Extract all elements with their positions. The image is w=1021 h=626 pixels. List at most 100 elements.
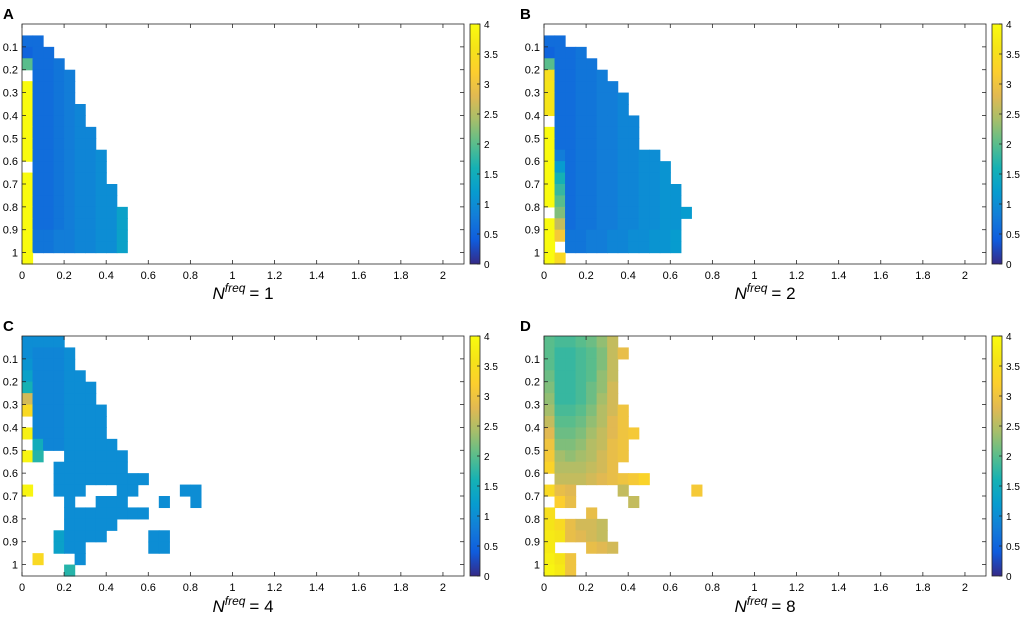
heatmap-cell (617, 450, 629, 463)
heatmap-cell (158, 496, 170, 509)
x-tick-label: 0 (19, 582, 25, 594)
heatmap-cell (586, 69, 598, 82)
heatmap-cell (575, 347, 587, 360)
heatmap-cell (607, 115, 619, 128)
heatmap-cell (64, 69, 76, 82)
panel-D: D 0 0.2 0.4 0.6 0.8 1 1.2 1.4 1.6 1.8 2 0.1 0.2 0.3 0.4… (520, 318, 1020, 616)
heatmap-cell (544, 69, 556, 82)
x-tick-label: 0.8 (705, 582, 720, 594)
heatmap-cell (607, 104, 619, 117)
heatmap-cell (22, 138, 34, 151)
heatmap-cell (596, 184, 608, 197)
heatmap-cell (544, 370, 556, 383)
heatmap-cell (43, 438, 55, 451)
heatmap-cell (554, 195, 566, 208)
heatmap-cell (565, 336, 577, 349)
heatmap-cell (544, 336, 556, 349)
colorbar-tick-label: 1 (484, 512, 490, 523)
x-tick-label: 1 (751, 270, 757, 282)
heatmap-cell (586, 347, 598, 360)
colorbar-tick-label: 3.5 (1006, 50, 1020, 61)
heatmap-cell (74, 218, 86, 231)
heatmap-cell (127, 484, 139, 497)
heatmap-cell (565, 46, 577, 59)
heatmap-cell (43, 336, 55, 349)
heatmap-cell (617, 149, 629, 162)
y-tick-label: 0.2 (525, 65, 540, 77)
heatmap-cell (586, 518, 598, 531)
colorbar-tick-label: 2.5 (1006, 110, 1020, 121)
heatmap-cell (554, 336, 566, 349)
heatmap-cell (554, 46, 566, 59)
heatmap-cell (638, 161, 650, 174)
heatmap-cell (638, 473, 650, 486)
heatmap-cell (586, 104, 598, 117)
x-axis-label-base: N (734, 284, 747, 303)
heatmap-cell (22, 126, 34, 139)
heatmap-cell (586, 370, 598, 383)
heatmap-cell (64, 195, 76, 208)
heatmap-cell (565, 149, 577, 162)
heatmap-cell (74, 126, 86, 139)
heatmap-cell (64, 229, 76, 242)
heatmap-cell (586, 416, 598, 429)
x-axis-label: Nfreq = 8 (734, 594, 795, 616)
colorbar-tick-label: 0.5 (1006, 230, 1020, 241)
y-tick-label: 0.7 (525, 179, 540, 191)
heatmap-cell (22, 184, 34, 197)
heatmap-cell (638, 218, 650, 231)
heatmap-cell (596, 347, 608, 360)
heatmap-cell (565, 126, 577, 139)
heatmap-cell (565, 416, 577, 429)
heatmap-cell (32, 416, 44, 429)
heatmap-cell (565, 195, 577, 208)
heatmap-cell (670, 195, 682, 208)
y-tick-label: 0.2 (3, 65, 18, 77)
x-axis-label-superscript: freq (225, 594, 246, 608)
colorbar-tick-label: 2 (484, 140, 490, 151)
y-tick-label: 0.8 (3, 202, 18, 214)
heatmap-cell (43, 229, 55, 242)
heatmap-cell (22, 115, 34, 128)
heatmap-cell (43, 92, 55, 105)
heatmap-cell (670, 206, 682, 219)
heatmap-cell (32, 336, 44, 349)
heatmap-cell (85, 229, 97, 242)
heatmap-cell (586, 115, 598, 128)
heatmap-cell (95, 229, 107, 242)
x-axis-label-superscript: freq (225, 281, 246, 295)
heatmap-cell (554, 81, 566, 94)
heatmap-cell (43, 69, 55, 82)
heatmap-cell (607, 370, 619, 383)
heatmap-cell (64, 184, 76, 197)
heatmap-cell (544, 404, 556, 417)
colorbar-tick-label: 1.5 (1006, 170, 1020, 181)
heatmap-cell (74, 229, 86, 242)
heatmap-cell (106, 507, 118, 520)
heatmap-cell (565, 184, 577, 197)
heatmap-cell (628, 427, 640, 440)
heatmap-cell (64, 241, 76, 254)
heatmap-cell (554, 381, 566, 394)
heatmap-cell (554, 35, 566, 48)
heatmap-cell (649, 184, 661, 197)
heatmap-cell (607, 438, 619, 451)
heatmap-cell (85, 416, 97, 429)
heatmap-cell (544, 564, 556, 577)
heatmap-cell (22, 241, 34, 254)
heatmap-cells (22, 35, 128, 265)
colorbar-tick-label: 3 (1006, 392, 1012, 403)
heatmap-cell (95, 496, 107, 509)
heatmap-cell (116, 507, 128, 520)
heatmap-cell (554, 58, 566, 71)
heatmap-cell (116, 461, 128, 474)
x-tick-label: 1.4 (831, 270, 846, 282)
heatmap-cell (22, 336, 34, 349)
y-tick-label: 0.2 (3, 377, 18, 389)
heatmap-cell (607, 427, 619, 440)
heatmap-cell (22, 450, 34, 463)
heatmap-cell (565, 115, 577, 128)
heatmap-cell (586, 126, 598, 139)
x-tick-label: 0.4 (621, 270, 636, 282)
heatmap-cell (544, 252, 556, 265)
